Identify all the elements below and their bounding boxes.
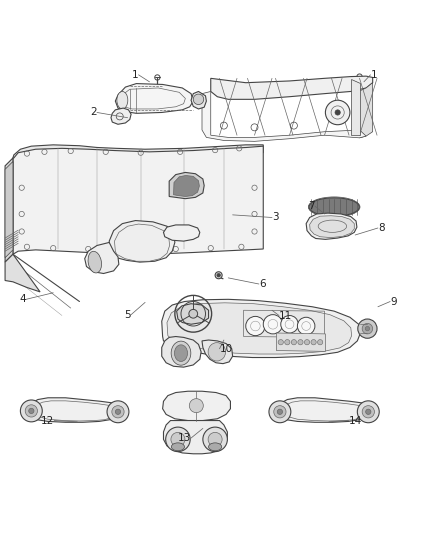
Circle shape bbox=[280, 316, 297, 333]
Circle shape bbox=[278, 340, 283, 345]
Polygon shape bbox=[161, 300, 360, 358]
Circle shape bbox=[277, 409, 282, 415]
Circle shape bbox=[273, 406, 286, 418]
Circle shape bbox=[25, 405, 37, 417]
Circle shape bbox=[263, 314, 282, 334]
Circle shape bbox=[28, 408, 34, 414]
Polygon shape bbox=[163, 225, 199, 241]
Ellipse shape bbox=[208, 343, 225, 361]
Polygon shape bbox=[27, 398, 121, 422]
Circle shape bbox=[193, 94, 203, 104]
Text: 1: 1 bbox=[370, 70, 376, 80]
Circle shape bbox=[189, 399, 203, 413]
Text: 11: 11 bbox=[279, 311, 292, 320]
Polygon shape bbox=[115, 84, 193, 114]
Polygon shape bbox=[161, 336, 201, 367]
Circle shape bbox=[284, 340, 289, 345]
Text: 5: 5 bbox=[124, 310, 131, 320]
Polygon shape bbox=[111, 108, 131, 124]
Polygon shape bbox=[358, 83, 372, 138]
Circle shape bbox=[215, 272, 222, 279]
Polygon shape bbox=[163, 421, 227, 454]
Ellipse shape bbox=[208, 443, 221, 451]
Text: 6: 6 bbox=[258, 279, 265, 289]
Circle shape bbox=[170, 432, 184, 446]
Circle shape bbox=[107, 401, 129, 423]
Circle shape bbox=[216, 273, 220, 277]
Polygon shape bbox=[13, 145, 263, 163]
Circle shape bbox=[361, 324, 372, 334]
Text: 10: 10 bbox=[219, 344, 232, 354]
Polygon shape bbox=[201, 340, 232, 364]
Circle shape bbox=[290, 340, 296, 345]
Text: 3: 3 bbox=[272, 213, 278, 222]
Polygon shape bbox=[5, 254, 40, 292]
Polygon shape bbox=[309, 216, 353, 238]
Circle shape bbox=[361, 406, 374, 418]
Polygon shape bbox=[191, 92, 206, 109]
Ellipse shape bbox=[308, 198, 358, 216]
Polygon shape bbox=[5, 161, 13, 258]
Circle shape bbox=[115, 409, 120, 415]
Circle shape bbox=[334, 110, 339, 115]
Polygon shape bbox=[85, 243, 119, 273]
Circle shape bbox=[112, 406, 124, 418]
Text: 12: 12 bbox=[41, 416, 54, 425]
Circle shape bbox=[364, 326, 369, 331]
Circle shape bbox=[310, 340, 315, 345]
Polygon shape bbox=[13, 146, 263, 254]
Circle shape bbox=[325, 100, 349, 125]
Ellipse shape bbox=[88, 251, 101, 273]
Polygon shape bbox=[350, 79, 359, 135]
Text: 7: 7 bbox=[307, 201, 314, 211]
Polygon shape bbox=[201, 92, 365, 141]
Circle shape bbox=[202, 427, 227, 451]
Polygon shape bbox=[109, 221, 174, 262]
Circle shape bbox=[365, 409, 370, 415]
Polygon shape bbox=[5, 158, 13, 262]
Polygon shape bbox=[166, 303, 351, 354]
Circle shape bbox=[317, 340, 322, 345]
Ellipse shape bbox=[174, 345, 187, 361]
Polygon shape bbox=[210, 76, 372, 99]
Polygon shape bbox=[169, 172, 204, 199]
Circle shape bbox=[245, 317, 265, 336]
Ellipse shape bbox=[117, 92, 127, 109]
Circle shape bbox=[297, 317, 314, 335]
Circle shape bbox=[357, 401, 378, 423]
Text: 9: 9 bbox=[389, 296, 396, 306]
Circle shape bbox=[304, 340, 309, 345]
Circle shape bbox=[357, 319, 376, 338]
Ellipse shape bbox=[171, 341, 191, 365]
Circle shape bbox=[268, 401, 290, 423]
Polygon shape bbox=[162, 391, 230, 421]
Polygon shape bbox=[173, 175, 199, 197]
Circle shape bbox=[297, 340, 302, 345]
Text: 8: 8 bbox=[377, 223, 384, 233]
Circle shape bbox=[165, 427, 190, 451]
Circle shape bbox=[208, 432, 222, 446]
Polygon shape bbox=[176, 304, 208, 324]
Polygon shape bbox=[276, 333, 325, 351]
Polygon shape bbox=[276, 398, 370, 422]
Circle shape bbox=[20, 400, 42, 422]
Text: 1: 1 bbox=[131, 70, 138, 80]
Text: 4: 4 bbox=[19, 294, 26, 304]
Circle shape bbox=[188, 309, 197, 318]
Text: 2: 2 bbox=[90, 108, 97, 117]
Text: 14: 14 bbox=[348, 416, 361, 425]
Text: 13: 13 bbox=[177, 433, 191, 443]
Ellipse shape bbox=[171, 443, 184, 451]
Polygon shape bbox=[305, 213, 356, 239]
